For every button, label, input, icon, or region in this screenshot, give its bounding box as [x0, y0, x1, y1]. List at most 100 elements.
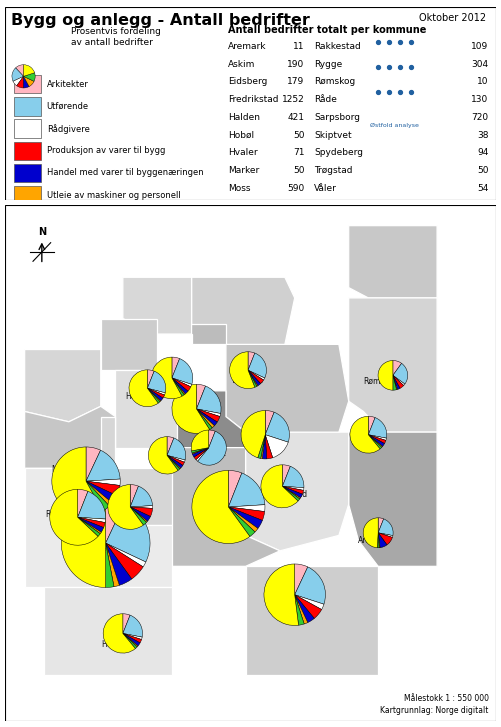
Wedge shape — [350, 417, 380, 453]
Wedge shape — [295, 595, 324, 609]
Wedge shape — [86, 481, 117, 503]
Wedge shape — [368, 417, 387, 438]
Wedge shape — [130, 485, 138, 507]
Wedge shape — [368, 435, 384, 446]
Wedge shape — [106, 499, 125, 543]
Wedge shape — [196, 386, 221, 414]
Wedge shape — [393, 361, 402, 375]
Bar — [14, 208, 41, 226]
Text: Trøgstad: Trøgstad — [231, 376, 264, 385]
Wedge shape — [123, 633, 138, 647]
Wedge shape — [167, 455, 185, 462]
Polygon shape — [172, 448, 280, 566]
Wedge shape — [86, 479, 120, 486]
Wedge shape — [283, 486, 300, 501]
Wedge shape — [191, 430, 209, 451]
Wedge shape — [393, 375, 397, 390]
Text: Aremark: Aremark — [228, 42, 267, 51]
Text: Målestokk 1 : 550 000: Målestokk 1 : 550 000 — [404, 694, 488, 703]
Wedge shape — [86, 481, 109, 511]
Text: 190: 190 — [287, 60, 305, 68]
Wedge shape — [377, 533, 379, 547]
Wedge shape — [167, 455, 183, 468]
Wedge shape — [172, 378, 185, 395]
Wedge shape — [106, 503, 150, 562]
Wedge shape — [378, 533, 393, 537]
Text: Østfold analyse: Østfold analyse — [370, 123, 419, 128]
Wedge shape — [78, 518, 105, 528]
Polygon shape — [44, 587, 172, 675]
Bar — [14, 142, 41, 160]
Wedge shape — [172, 378, 192, 387]
Wedge shape — [378, 533, 392, 545]
Wedge shape — [283, 486, 301, 499]
Wedge shape — [378, 533, 380, 547]
Wedge shape — [262, 435, 267, 459]
Wedge shape — [130, 507, 147, 522]
Text: Rygge: Rygge — [314, 60, 343, 68]
Wedge shape — [228, 507, 255, 537]
Wedge shape — [172, 378, 188, 394]
Text: Handel med varer til byggenæringen: Handel med varer til byggenæringen — [47, 169, 203, 177]
Wedge shape — [106, 543, 146, 567]
Text: Eiendom - service: Eiendom - service — [47, 213, 122, 222]
Text: Askim: Askim — [183, 412, 206, 421]
Text: Eidsberg: Eidsberg — [228, 77, 268, 87]
Wedge shape — [378, 533, 387, 547]
Wedge shape — [368, 435, 386, 441]
Wedge shape — [147, 388, 163, 401]
Wedge shape — [78, 518, 104, 532]
Polygon shape — [177, 391, 245, 448]
Text: Kartgrunnlag: Norge digitalt: Kartgrunnlag: Norge digitalt — [380, 706, 488, 715]
Wedge shape — [265, 411, 274, 435]
Text: Eiendom - finans: Eiendom - finans — [47, 235, 118, 244]
Wedge shape — [151, 357, 182, 398]
Wedge shape — [295, 595, 322, 619]
Wedge shape — [86, 481, 120, 496]
Text: 421: 421 — [288, 113, 305, 122]
Text: 179: 179 — [287, 77, 305, 87]
Polygon shape — [101, 318, 157, 370]
Wedge shape — [368, 435, 386, 443]
Wedge shape — [248, 370, 257, 387]
Wedge shape — [24, 65, 35, 76]
Bar — [14, 75, 41, 94]
Text: Våler: Våler — [156, 457, 176, 467]
Wedge shape — [106, 543, 143, 579]
Text: 50: 50 — [293, 131, 305, 140]
Wedge shape — [106, 543, 114, 587]
Wedge shape — [167, 438, 186, 460]
Polygon shape — [349, 225, 437, 298]
Wedge shape — [368, 417, 375, 435]
Wedge shape — [106, 543, 119, 587]
Wedge shape — [196, 409, 212, 430]
Wedge shape — [103, 614, 135, 653]
Wedge shape — [78, 518, 101, 534]
Wedge shape — [78, 518, 100, 537]
Polygon shape — [25, 350, 101, 422]
Wedge shape — [86, 450, 120, 481]
Text: Halden: Halden — [273, 599, 300, 608]
Text: Oktober 2012: Oktober 2012 — [419, 13, 486, 23]
Wedge shape — [261, 465, 298, 508]
Text: Produksjon av varer til bygg: Produksjon av varer til bygg — [47, 146, 165, 156]
Text: Rakkestad: Rakkestad — [268, 489, 308, 499]
Bar — [14, 97, 41, 116]
Text: Hvaler: Hvaler — [101, 640, 126, 649]
Wedge shape — [129, 370, 158, 406]
Wedge shape — [393, 364, 408, 384]
Text: Moss: Moss — [52, 465, 71, 474]
Wedge shape — [167, 455, 181, 469]
Wedge shape — [24, 76, 34, 87]
Text: Eidsberg: Eidsberg — [250, 438, 284, 447]
Wedge shape — [24, 73, 35, 81]
Text: Rygge: Rygge — [45, 510, 69, 519]
Text: Sarpsborg: Sarpsborg — [201, 509, 240, 518]
Text: Fredrikstad: Fredrikstad — [69, 547, 112, 555]
Wedge shape — [248, 370, 261, 386]
Text: Moss: Moss — [228, 184, 251, 193]
Wedge shape — [147, 371, 166, 393]
Wedge shape — [13, 76, 24, 86]
Polygon shape — [25, 468, 172, 587]
Wedge shape — [86, 481, 112, 506]
